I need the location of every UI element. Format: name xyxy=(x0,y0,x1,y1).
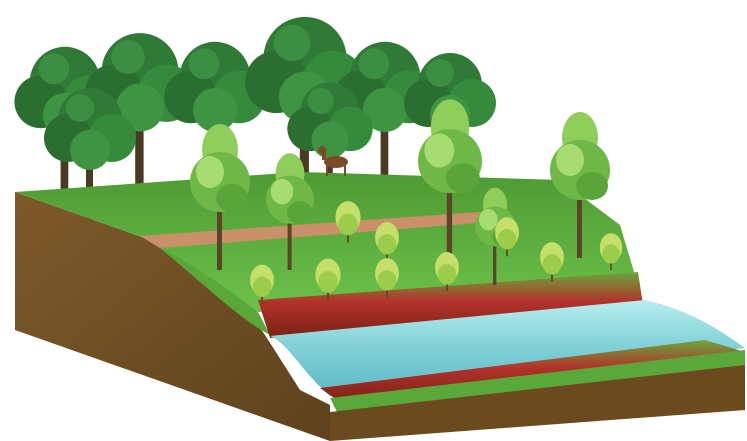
soil-side xyxy=(15,192,330,441)
rect-shape xyxy=(344,164,346,176)
rect-shape xyxy=(326,164,328,176)
rect-shape xyxy=(322,150,326,160)
lower-bank xyxy=(320,340,745,402)
circle-shape xyxy=(318,146,326,154)
trail xyxy=(140,212,490,248)
ellipse-shape xyxy=(324,156,348,168)
front-soil xyxy=(330,365,745,441)
deer xyxy=(318,146,348,176)
grass-slope xyxy=(150,240,270,335)
stream xyxy=(270,300,745,396)
